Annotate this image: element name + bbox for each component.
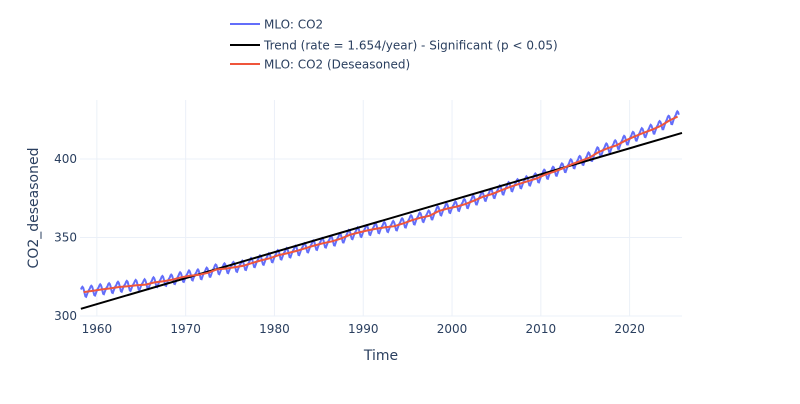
x-tick-label: 1970 [170,322,201,336]
legend-label-trend: Trend (rate = 1.654/year) - Significant … [263,39,558,53]
x-tick-label: 2010 [526,322,557,336]
y-tick-label: 300 [54,309,77,323]
x-tick-label: 2020 [614,322,645,336]
series-line-co2[interactable] [80,109,680,299]
legend-label-deseasoned: MLO: CO2 (Deseasoned) [264,58,410,72]
legend-item-deseasoned[interactable]: MLO: CO2 (Deseasoned) [230,58,410,72]
y-axis-ticks: 300 350 400 [54,152,77,323]
plot-area[interactable] [80,109,683,310]
y-tick-label: 400 [54,152,77,166]
x-tick-label: 1980 [259,322,290,336]
series-line-deseasoned[interactable] [83,115,679,294]
x-axis-title: Time [363,348,398,364]
legend: MLO: CO2 Trend (rate = 1.654/year) - Sig… [230,18,558,72]
x-tick-label: 1990 [348,322,379,336]
y-tick-label: 350 [54,231,77,245]
y-axis-title: CO2_deseasoned [26,148,42,269]
legend-label-co2: MLO: CO2 [264,18,323,32]
x-tick-label: 1960 [82,322,113,336]
x-axis-ticks: 1960 1970 1980 1990 2000 2010 2020 [82,322,645,336]
legend-item-co2[interactable]: MLO: CO2 [230,18,323,32]
legend-item-trend[interactable]: Trend (rate = 1.654/year) - Significant … [230,39,558,53]
series-line-trend[interactable] [80,132,683,310]
x-tick-label: 2000 [437,322,468,336]
